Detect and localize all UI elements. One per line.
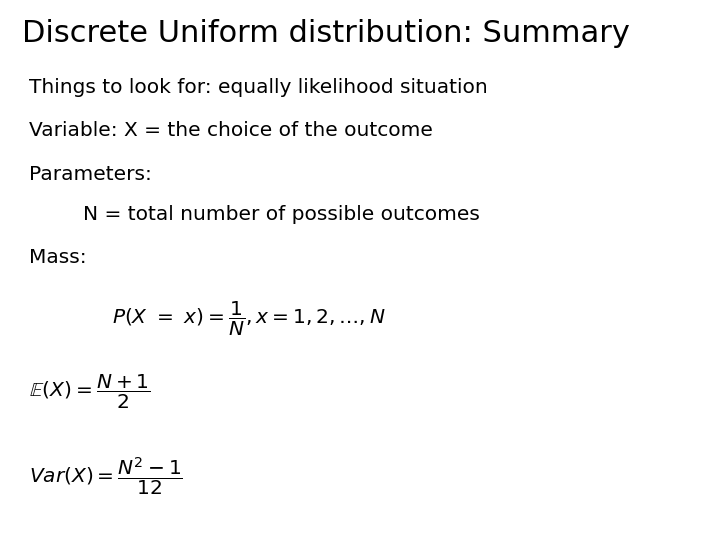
Text: $Var(X) = \dfrac{N^2-1}{12}$: $Var(X) = \dfrac{N^2-1}{12}$ <box>29 456 183 498</box>
Text: Variable: X = the choice of the outcome: Variable: X = the choice of the outcome <box>29 122 433 140</box>
Text: $P(X \ = \ x) = \dfrac{1}{N}, x = 1, 2, \ldots, N$: $P(X \ = \ x) = \dfrac{1}{N}, x = 1, 2, … <box>112 300 385 338</box>
Text: N = total number of possible outcomes: N = total number of possible outcomes <box>83 205 480 224</box>
Text: Things to look for: equally likelihood situation: Things to look for: equally likelihood s… <box>29 78 487 97</box>
Text: $\mathbb{E}(X) = \dfrac{N+1}{2}$: $\mathbb{E}(X) = \dfrac{N+1}{2}$ <box>29 373 150 411</box>
Text: Parameters:: Parameters: <box>29 165 152 184</box>
Text: Mass:: Mass: <box>29 248 86 267</box>
Text: Discrete Uniform distribution: Summary: Discrete Uniform distribution: Summary <box>22 19 629 48</box>
